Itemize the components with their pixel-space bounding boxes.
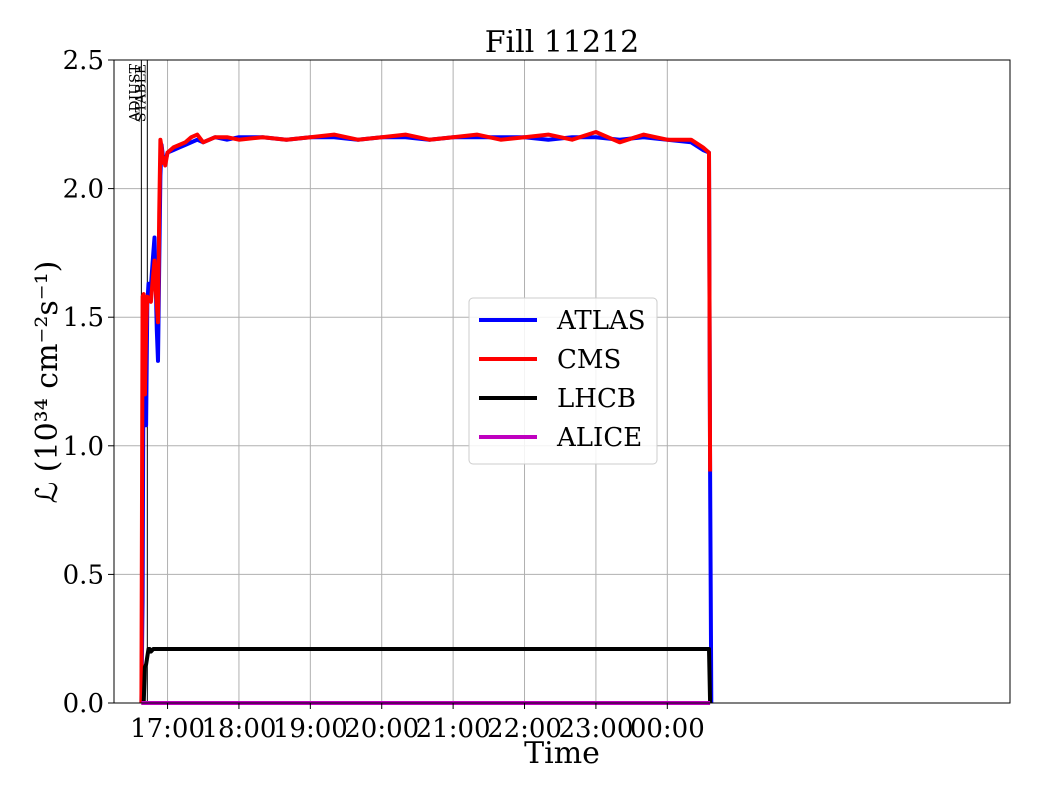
plot-frame <box>113 59 1011 704</box>
y-tick-label: 2.0 <box>63 175 104 205</box>
y-tick-label: 0.0 <box>63 689 104 719</box>
y-tick-label: 1.0 <box>63 432 104 462</box>
phase-marker-label: STABLE <box>133 64 149 122</box>
legend-label-lhcb: LHCB <box>557 384 636 414</box>
x-tick-label: 18:00 <box>201 714 276 744</box>
y-axis-ticks: 0.0 0.5 1.0 1.5 2.0 2.5 <box>63 46 114 719</box>
legend-label-alice: ALICE <box>556 423 642 453</box>
x-tick-label: 20:00 <box>344 714 419 744</box>
chart-title: Fill 11212 <box>485 25 640 60</box>
x-tick-label: 22:00 <box>487 714 562 744</box>
y-tick-label: 1.5 <box>63 303 104 333</box>
x-tick-label: 00:00 <box>630 714 705 744</box>
legend-box <box>468 297 658 465</box>
legend-label-atlas: ATLAS <box>556 306 646 336</box>
legend-label-cms: CMS <box>557 345 621 375</box>
x-tick-label: 21:00 <box>416 714 491 744</box>
series-line-lhcb <box>141 647 713 705</box>
y-axis-label: ℒ (10³⁴ cm⁻²s⁻¹) <box>30 261 65 504</box>
y-tick-label: 2.5 <box>63 46 104 76</box>
x-tick-label: 19:00 <box>273 714 348 744</box>
x-tick-label: 17:00 <box>130 714 205 744</box>
x-tick-label: 23:00 <box>558 714 633 744</box>
x-axis-label: Time <box>524 736 600 771</box>
phase-marker-label: ADJUST <box>127 63 143 122</box>
y-tick-label: 0.5 <box>63 560 104 590</box>
legend: ATLAS CMS LHCB ALICE <box>468 297 658 465</box>
series-line-cms <box>139 130 713 704</box>
